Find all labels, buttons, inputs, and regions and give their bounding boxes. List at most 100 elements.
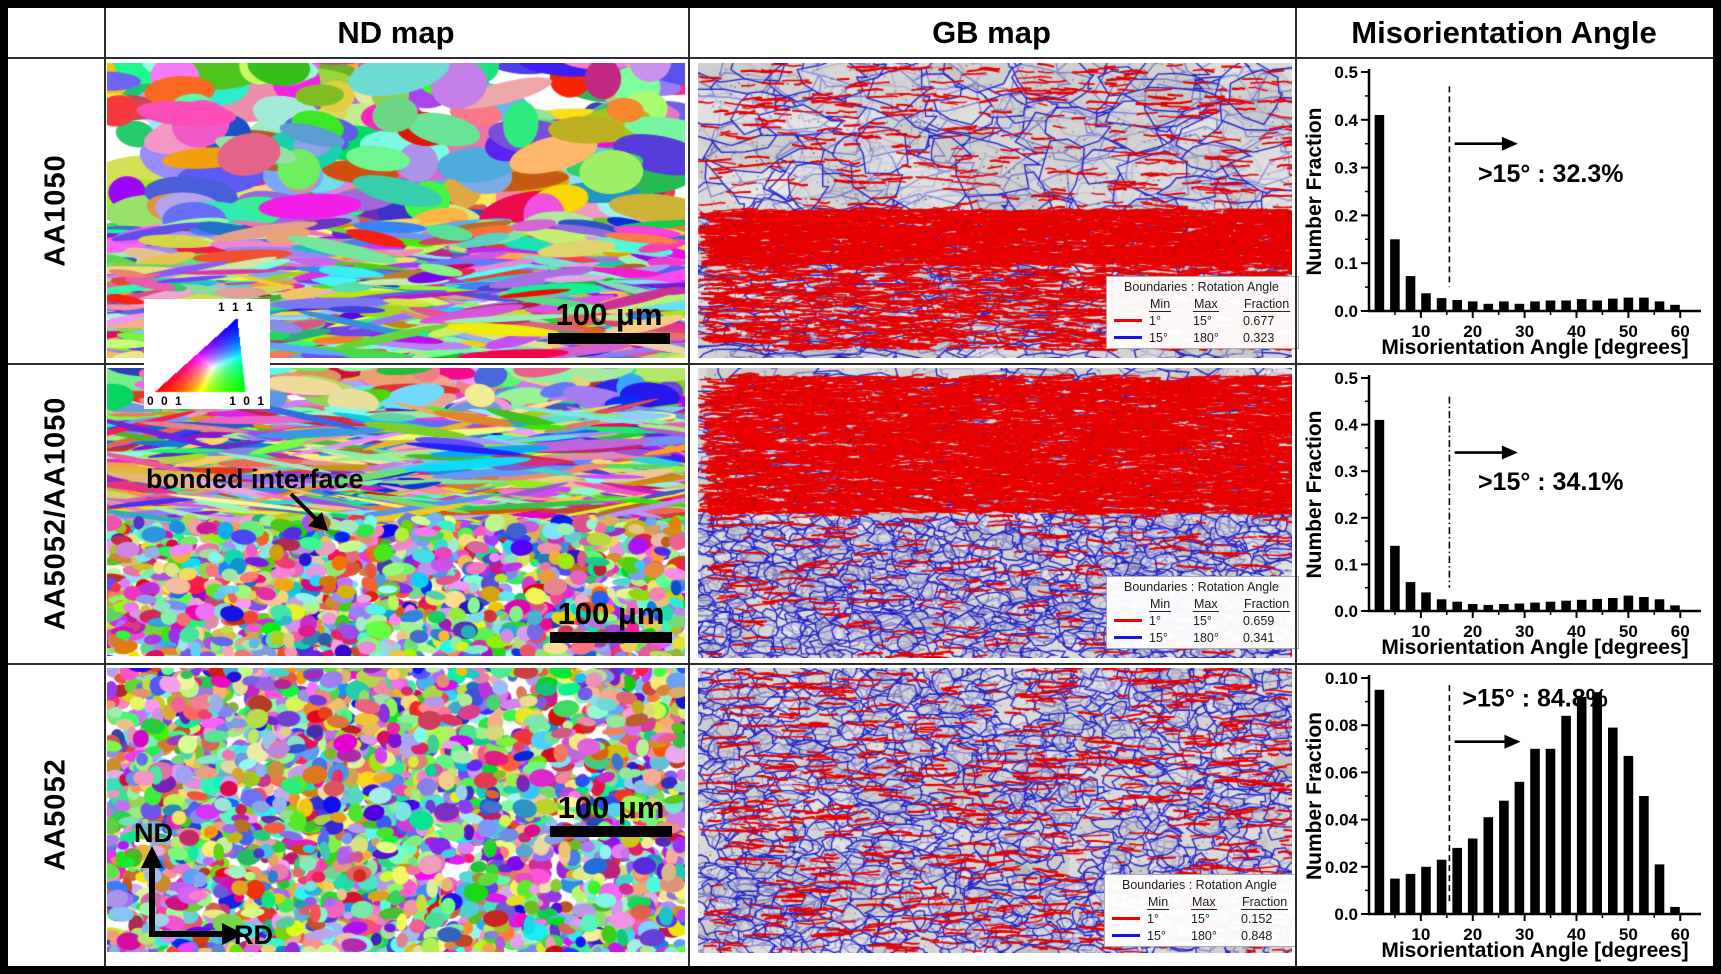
svg-text:60: 60 xyxy=(1671,925,1690,944)
svg-text:Misorientation Angle [degrees]: Misorientation Angle [degrees] xyxy=(1381,636,1688,659)
legend-col-min: Min xyxy=(1149,296,1172,312)
svg-text:0.5: 0.5 xyxy=(1334,369,1358,388)
legend-col-fraction: Fraction xyxy=(1243,296,1291,312)
row-label-text: AA5052 xyxy=(39,758,72,871)
svg-text:Number Fraction: Number Fraction xyxy=(1303,107,1326,275)
svg-text:0.1: 0.1 xyxy=(1334,555,1358,574)
lagb-swatch xyxy=(1112,917,1140,920)
scale-bar-row2: 100 μm xyxy=(550,598,672,643)
row-label-aa1050: AA1050 xyxy=(8,57,104,363)
legend-entry-hagb: 15° 180° 0.341 xyxy=(1109,629,1294,646)
frame-border xyxy=(0,0,8,974)
legend-col-fraction: Fraction xyxy=(1243,596,1291,612)
scale-bar-label: 100 μm xyxy=(555,297,663,332)
svg-text:Misorientation Angle [degrees]: Misorientation Angle [degrees] xyxy=(1381,939,1688,962)
svg-text:50: 50 xyxy=(1619,322,1638,341)
ipf-label-001: 0 0 1 xyxy=(147,394,184,408)
svg-text:0.5: 0.5 xyxy=(1334,63,1358,82)
scale-bar-row3: 100 μm xyxy=(550,792,672,837)
svg-text:Number Fraction: Number Fraction xyxy=(1303,712,1326,880)
bonded-interface-arrow xyxy=(289,492,328,531)
legend-entry-hagb: 15° 180° 0.323 xyxy=(1109,329,1294,346)
legend-col-min: Min xyxy=(1149,596,1172,612)
bonded-interface-annotation: bonded interface xyxy=(146,464,364,494)
frame-border xyxy=(0,966,1721,974)
svg-text:0.06: 0.06 xyxy=(1325,763,1358,782)
svg-text:30: 30 xyxy=(1515,322,1534,341)
svg-text:40: 40 xyxy=(1567,925,1586,944)
scale-bar-label: 100 μm xyxy=(557,790,665,825)
svg-text:0.3: 0.3 xyxy=(1334,462,1358,481)
nd-map-aa5052-image xyxy=(107,668,685,952)
hagb-swatch xyxy=(1112,934,1140,937)
svg-text:0.0: 0.0 xyxy=(1334,905,1358,924)
rd-axis-label: RD xyxy=(234,920,273,950)
nd-axis-label: ND xyxy=(134,818,173,848)
column-header-gb-map: GB map xyxy=(932,14,1051,50)
svg-text:0.02: 0.02 xyxy=(1325,858,1358,877)
svg-text:30: 30 xyxy=(1515,925,1534,944)
hagb-swatch xyxy=(1114,636,1142,639)
legend-col-min: Min xyxy=(1147,894,1170,910)
legend-title: Boundaries : Rotation Angle xyxy=(1122,878,1277,892)
lagb-swatch xyxy=(1114,619,1142,622)
svg-text:20: 20 xyxy=(1463,622,1482,641)
misorientation-chart-aa5052-aa1050: 0.0 0.1 0.2 0.3 0.4 0.5 10 20 30 40 50 60 >15° : 34.… xyxy=(1303,369,1701,659)
scale-bar-row1: 100 μm xyxy=(548,299,670,344)
ipf-label-101: 1 0 1 xyxy=(229,394,266,408)
frame-border xyxy=(1713,0,1721,974)
legend-header-row: Min Max Fraction xyxy=(1107,893,1292,910)
svg-text:0.0: 0.0 xyxy=(1334,602,1358,621)
svg-text:Number Fraction: Number Fraction xyxy=(1303,410,1326,578)
legend-entry-lagb: 1° 15° 0.152 xyxy=(1107,910,1292,927)
svg-text:40: 40 xyxy=(1567,322,1586,341)
legend-title: Boundaries : Rotation Angle xyxy=(1124,580,1279,594)
svg-text:50: 50 xyxy=(1619,622,1638,641)
svg-text:>15° : 84.8%: >15° : 84.8% xyxy=(1462,684,1608,712)
grid-vline xyxy=(688,8,690,966)
svg-text:10: 10 xyxy=(1411,925,1430,944)
grid-vline xyxy=(104,8,106,966)
legend-title: Boundaries : Rotation Angle xyxy=(1124,280,1279,294)
svg-text:0.2: 0.2 xyxy=(1334,509,1358,528)
svg-text:10: 10 xyxy=(1411,322,1430,341)
svg-text:0.3: 0.3 xyxy=(1334,159,1358,178)
svg-text:60: 60 xyxy=(1671,322,1690,341)
scale-bar-label: 100 μm xyxy=(557,596,665,631)
row-label-aa5052-aa1050: AA5052/AA1050 xyxy=(8,363,104,663)
legend-entry-lagb: 1° 15° 0.659 xyxy=(1109,612,1294,629)
ipf-color-key: 1 1 1 0 0 1 1 0 1 xyxy=(144,299,270,409)
misorientation-chart-aa1050: 0.0 0.1 0.2 0.3 0.4 0.5 10 20 30 40 50 60 >15° : 32.… xyxy=(1303,63,1701,359)
svg-text:50: 50 xyxy=(1619,925,1638,944)
svg-text:0.4: 0.4 xyxy=(1334,416,1358,435)
svg-text:0.4: 0.4 xyxy=(1334,111,1358,130)
legend-entry-lagb: 1° 15° 0.677 xyxy=(1109,312,1294,329)
legend-col-max: Max xyxy=(1191,894,1217,910)
gb-legend-aa1050: Boundaries : Rotation Angle Min Max Frac… xyxy=(1106,276,1299,349)
row-label-aa5052: AA5052 xyxy=(8,663,104,966)
column-header-misorientation: Misorientation Angle xyxy=(1351,14,1657,50)
svg-text:0.04: 0.04 xyxy=(1325,811,1359,830)
svg-text:>15° : 32.3%: >15° : 32.3% xyxy=(1478,160,1624,188)
grid-hline xyxy=(8,57,1713,59)
svg-text:0.1: 0.1 xyxy=(1334,254,1358,273)
svg-text:0.10: 0.10 xyxy=(1325,669,1358,688)
svg-text:0.2: 0.2 xyxy=(1334,206,1358,225)
frame-border xyxy=(0,0,1721,8)
svg-text:Misorientation Angle [degrees]: Misorientation Angle [degrees] xyxy=(1381,336,1688,359)
svg-text:0.0: 0.0 xyxy=(1334,302,1358,321)
misorientation-chart-aa5052: 0.0 0.02 0.04 0.06 0.08 0.10 10 20 30 40 50 60 >15° … xyxy=(1303,669,1701,962)
legend-header-row: Min Max Fraction xyxy=(1109,595,1294,612)
scale-bar-line xyxy=(550,826,672,837)
grid-hline xyxy=(8,363,1713,365)
hagb-swatch xyxy=(1114,336,1142,339)
svg-text:10: 10 xyxy=(1411,622,1430,641)
svg-text:0.08: 0.08 xyxy=(1325,716,1358,735)
legend-header-row: Min Max Fraction xyxy=(1109,295,1294,312)
svg-text:20: 20 xyxy=(1463,925,1482,944)
legend-col-max: Max xyxy=(1193,596,1219,612)
legend-col-fraction: Fraction xyxy=(1241,894,1289,910)
column-header-nd-map: ND map xyxy=(337,14,455,50)
ipf-label-111: 1 1 1 xyxy=(218,300,255,314)
